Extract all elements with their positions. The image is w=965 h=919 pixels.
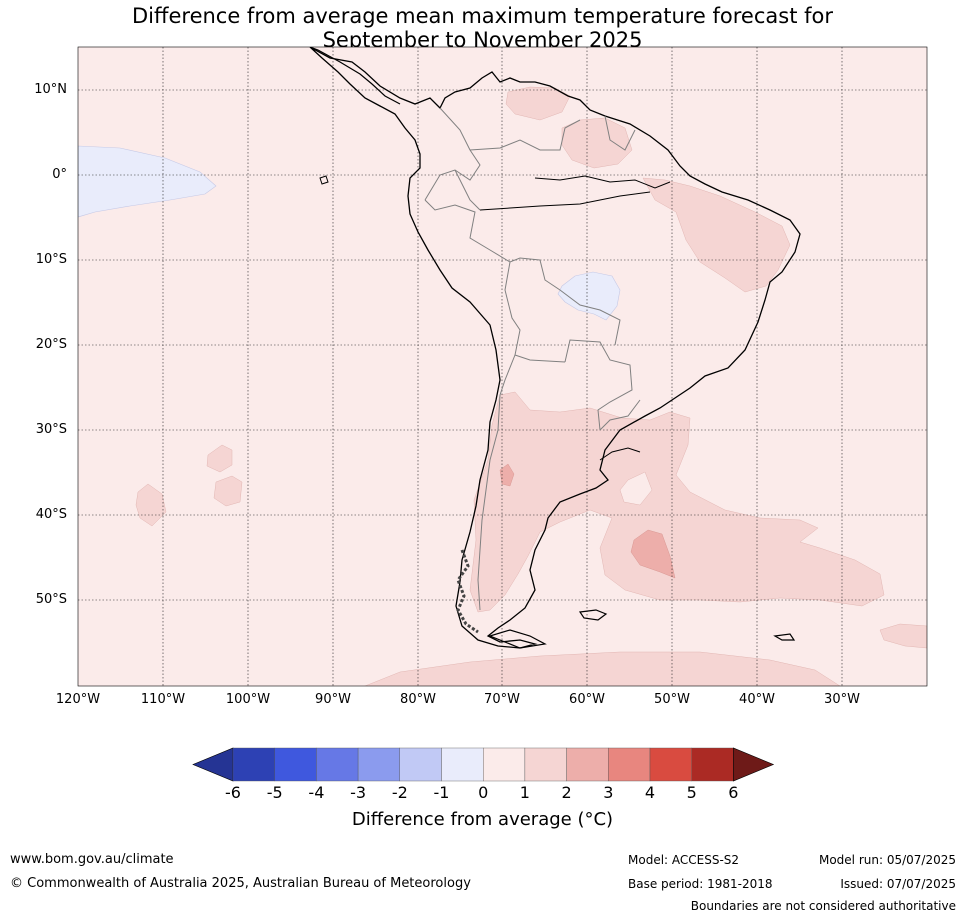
lon-label-60w: 60°W: [569, 692, 605, 707]
tierra-del-fuego: [488, 629, 547, 649]
colorbar-segment: [316, 747, 359, 782]
colorbar-extend-low: [192, 747, 234, 782]
cool-anomaly-pacific: [78, 145, 217, 218]
colorbar-tick-label: 6: [728, 783, 739, 802]
neutral-hole-atlantic: [619, 471, 653, 506]
footer-model-run: Model run: 05/07/2025: [818, 853, 956, 867]
colorbar-segment: [608, 747, 651, 782]
colorbar-segment: [274, 747, 317, 782]
warm-anomaly-pacific-1: [206, 444, 233, 473]
map-title: Difference from average mean maximum tem…: [0, 4, 965, 52]
footer-base-period: Base period: 1981-2018: [628, 877, 773, 891]
footer-model: Model: ACCESS-S2: [628, 853, 740, 867]
colorbar-tick-label: -5: [266, 783, 283, 802]
warm-anomaly-southern-ocean: [364, 651, 841, 686]
colorbar-tick-label: 2: [561, 783, 572, 802]
rio-de-la-plata: [599, 447, 641, 461]
warm-anomaly-southeast: [879, 623, 927, 649]
cool-anomaly-brazil: [557, 271, 621, 321]
lat-label-40s: 40°S: [35, 507, 67, 522]
footer-website: www.bom.gov.au/climate: [10, 852, 174, 867]
colorbar-extend-high: [733, 747, 775, 782]
lat-label-10n: 10°N: [34, 82, 67, 97]
lat-label-30s: 30°S: [35, 422, 67, 437]
colorbar-segment: [649, 747, 692, 782]
chilean-archipelago: [456, 549, 479, 634]
lat-label-0: 0°: [52, 167, 67, 182]
colorbar-tick-label: 4: [644, 783, 656, 802]
warm-anomaly-pacific-3: [135, 483, 167, 527]
lon-label-40w: 40°W: [739, 692, 775, 707]
colorbar-segment: [357, 747, 401, 782]
footer-disclaimer: Boundaries are not considered authoritat…: [690, 899, 956, 913]
warm-anomaly-north: [505, 86, 571, 121]
lon-label-120w: 120°W: [55, 692, 101, 707]
map-frame: [77, 46, 928, 687]
lat-label-50s: 50°S: [35, 592, 67, 607]
warm-anomaly-pacific-2: [213, 475, 243, 507]
colorbar-tick-label: -2: [391, 783, 408, 802]
colorbar-tick-label: -6: [225, 783, 241, 802]
title-line-1: Difference from average mean maximum tem…: [132, 4, 833, 28]
lon-label-110w: 110°W: [140, 692, 186, 707]
lon-label-100w: 100°W: [225, 692, 271, 707]
warm-anomaly-strong-atlantic: [630, 529, 676, 579]
colorbar-tick-label: 0: [478, 783, 489, 802]
central-america-coastline: [309, 47, 401, 105]
footer-copyright: © Commonwealth of Australia 2025, Austra…: [10, 876, 471, 891]
colorbar-tick-label: -4: [308, 783, 325, 802]
warm-anomaly-northeast-brazil: [642, 177, 791, 293]
south-america-coastline: [309, 47, 801, 649]
colorbar-segment: [566, 747, 609, 782]
colorbar-segment: [441, 747, 484, 782]
amazon-river: [534, 175, 671, 189]
lon-label-30w: 30°W: [824, 692, 860, 707]
colorbar-segment: [399, 747, 442, 782]
colorbar-segment: [232, 747, 275, 782]
colorbar-tick-label: -1: [433, 783, 450, 802]
colorbar-tick-label: 1: [519, 783, 530, 802]
lon-label-80w: 80°W: [400, 692, 436, 707]
colorbar-tick-label: 3: [603, 783, 614, 802]
graticule: [78, 47, 927, 686]
colorbar-tick-label: -3: [350, 783, 367, 802]
country-borders: [424, 107, 641, 611]
warm-anomaly-strong-andes: [499, 463, 515, 487]
falkland-islands: [578, 609, 608, 621]
lon-label-70w: 70°W: [484, 692, 520, 707]
colorbar-segments: [192, 747, 775, 782]
footer-issued: Issued: 07/07/2025: [840, 877, 956, 891]
colorbar-segment: [691, 747, 734, 782]
lat-label-10s: 10°S: [35, 252, 67, 267]
colorbar-segment: [483, 747, 526, 782]
colorbar-label: Difference from average (°C): [351, 809, 614, 830]
forecast-map: [77, 46, 928, 687]
warm-anomaly-guiana: [561, 117, 633, 169]
lon-label-50w: 50°W: [654, 692, 690, 707]
lat-label-20s: 20°S: [35, 337, 67, 352]
colorbar-segment: [524, 747, 567, 782]
galapagos: [319, 175, 329, 185]
colorbar-tick-label: 5: [686, 783, 697, 802]
south-georgia: [773, 633, 796, 641]
lon-label-90w: 90°W: [315, 692, 351, 707]
amazon-river-lower: [479, 191, 651, 211]
